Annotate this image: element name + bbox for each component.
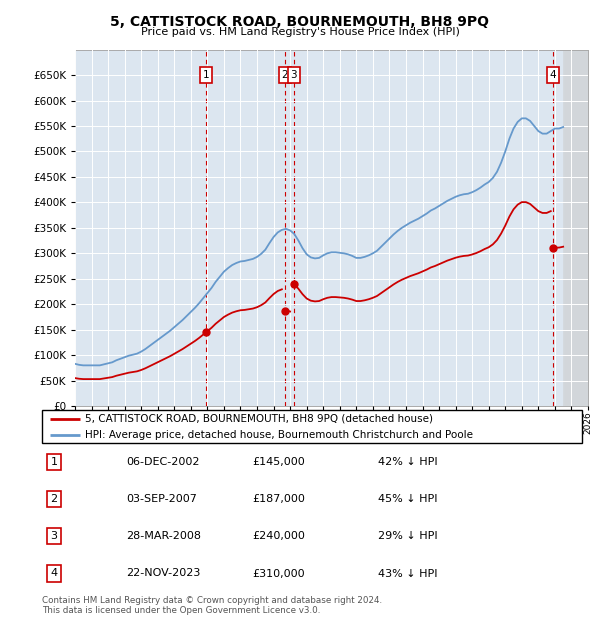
Text: 4: 4 xyxy=(50,569,58,578)
Text: 2: 2 xyxy=(281,70,288,80)
Text: 4: 4 xyxy=(550,70,556,80)
Text: Contains HM Land Registry data © Crown copyright and database right 2024.
This d: Contains HM Land Registry data © Crown c… xyxy=(42,596,382,615)
Text: Price paid vs. HM Land Registry's House Price Index (HPI): Price paid vs. HM Land Registry's House … xyxy=(140,27,460,37)
Text: 1: 1 xyxy=(50,457,58,467)
Text: HPI: Average price, detached house, Bournemouth Christchurch and Poole: HPI: Average price, detached house, Bour… xyxy=(85,430,473,440)
Text: 22-NOV-2023: 22-NOV-2023 xyxy=(126,569,200,578)
Bar xyxy=(563,50,596,406)
Text: £240,000: £240,000 xyxy=(252,531,305,541)
Text: 45% ↓ HPI: 45% ↓ HPI xyxy=(378,494,437,504)
Text: 28-MAR-2008: 28-MAR-2008 xyxy=(126,531,201,541)
Text: 43% ↓ HPI: 43% ↓ HPI xyxy=(378,569,437,578)
Text: 2: 2 xyxy=(50,494,58,504)
Text: £187,000: £187,000 xyxy=(252,494,305,504)
Text: 1: 1 xyxy=(203,70,209,80)
Text: 03-SEP-2007: 03-SEP-2007 xyxy=(126,494,197,504)
Text: 29% ↓ HPI: 29% ↓ HPI xyxy=(378,531,437,541)
Text: 5, CATTISTOCK ROAD, BOURNEMOUTH, BH8 9PQ: 5, CATTISTOCK ROAD, BOURNEMOUTH, BH8 9PQ xyxy=(110,16,490,30)
Text: 3: 3 xyxy=(290,70,297,80)
Text: 42% ↓ HPI: 42% ↓ HPI xyxy=(378,457,437,467)
FancyBboxPatch shape xyxy=(42,410,582,443)
Text: £145,000: £145,000 xyxy=(252,457,305,467)
Text: 3: 3 xyxy=(50,531,58,541)
Text: £310,000: £310,000 xyxy=(252,569,305,578)
Text: 5, CATTISTOCK ROAD, BOURNEMOUTH, BH8 9PQ (detached house): 5, CATTISTOCK ROAD, BOURNEMOUTH, BH8 9PQ… xyxy=(85,414,433,423)
Bar xyxy=(563,50,596,406)
Text: 06-DEC-2002: 06-DEC-2002 xyxy=(126,457,199,467)
